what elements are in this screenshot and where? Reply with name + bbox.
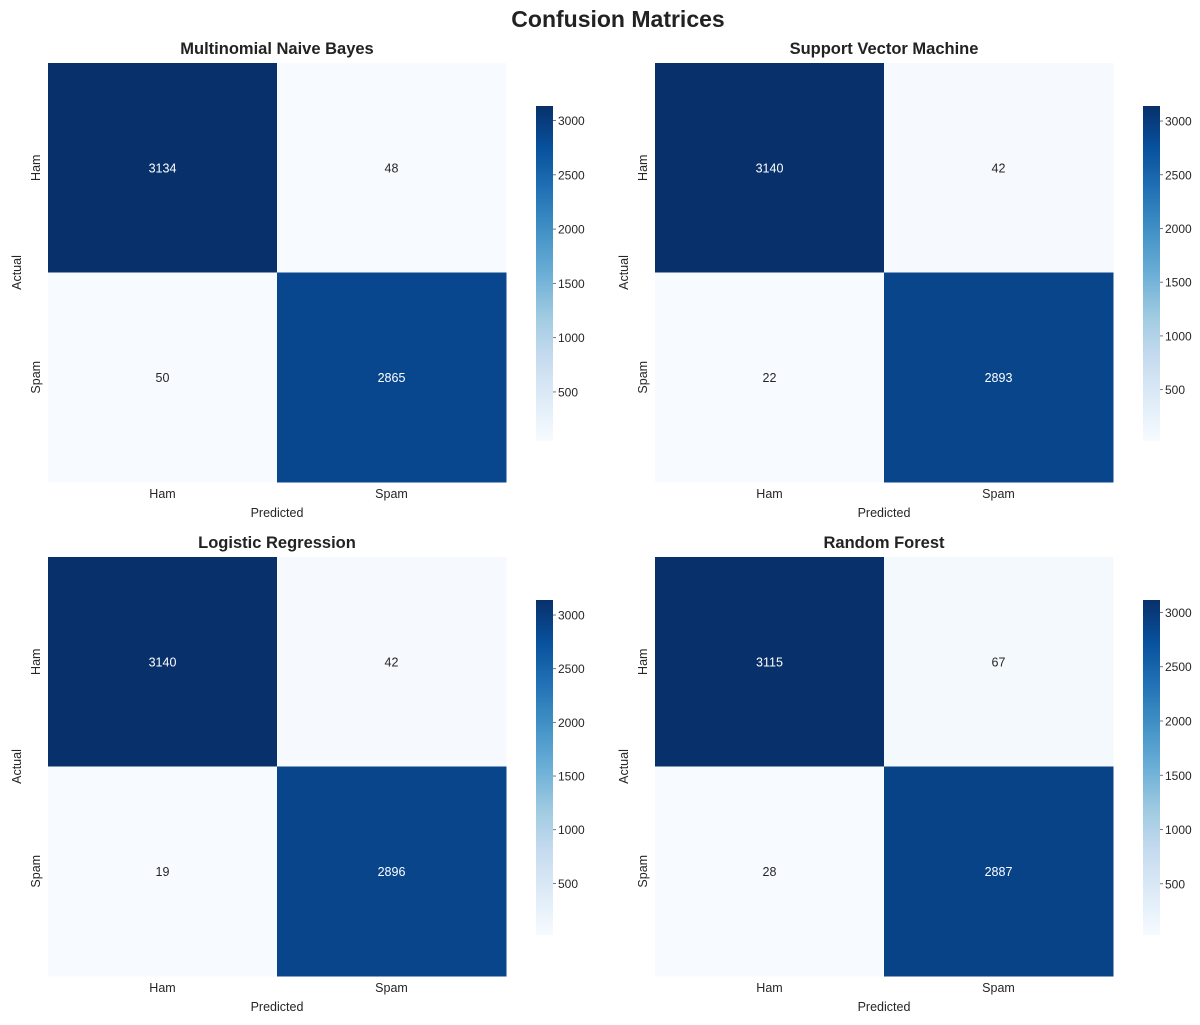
confusion-matrix-panel: Multinomial Naive Bayes 3134 48 50 2865 Ham Sp…: [10, 40, 585, 520]
y-tick-label: Ham: [29, 649, 43, 675]
x-tick-label: Ham: [149, 981, 175, 995]
x-axis-label: Predicted: [858, 1000, 911, 1014]
y-tick-label: Spam: [29, 361, 43, 394]
heatmap-cell: [48, 272, 278, 483]
cell-value-label: 19: [156, 865, 170, 879]
colorbar-tick-label: 3000: [1165, 606, 1192, 620]
cell-value-label: 50: [156, 371, 170, 385]
colorbar-tick-label: 2000: [558, 716, 585, 730]
y-axis-label: Actual: [10, 749, 24, 784]
cell-value-label: 3134: [149, 161, 177, 175]
colorbar-tick-label: 3000: [558, 609, 585, 623]
x-axis-label: Predicted: [251, 506, 304, 520]
colorbar: [536, 106, 553, 441]
heatmap-cell: [655, 557, 885, 767]
colorbar-tick-label: 2500: [558, 168, 585, 182]
x-axis-label: Predicted: [251, 1000, 304, 1014]
y-tick-label: Ham: [636, 649, 650, 675]
colorbar-tick-label: 1000: [1165, 823, 1192, 837]
y-tick-label: Spam: [29, 855, 43, 888]
colorbar-tick-label: 3000: [1165, 115, 1192, 129]
heatmap-cell: [655, 272, 885, 483]
x-tick-label: Ham: [756, 487, 782, 501]
panel-title: Support Vector Machine: [790, 40, 979, 58]
x-tick-label: Spam: [982, 981, 1015, 995]
colorbar-tick-label: 1500: [558, 277, 585, 291]
colorbar-tick-label: 1500: [558, 770, 585, 784]
colorbar-tick-label: 1000: [1165, 329, 1192, 343]
panel-title: Multinomial Naive Bayes: [180, 40, 373, 58]
confusion-matrix-panel: Random Forest 3115 67 28 2887 Ham Spam Ham Spam P…: [617, 534, 1192, 1014]
cell-value-label: 22: [763, 371, 777, 385]
colorbar-tick-label: 2000: [558, 223, 585, 237]
cell-value-label: 67: [992, 655, 1006, 669]
y-tick-label: Spam: [636, 855, 650, 888]
colorbar-tick-label: 2500: [1165, 660, 1192, 674]
x-tick-label: Spam: [375, 981, 408, 995]
panel-title: Random Forest: [823, 534, 945, 552]
y-tick-label: Ham: [29, 155, 43, 181]
x-tick-label: Spam: [375, 487, 408, 501]
x-axis-label: Predicted: [858, 506, 911, 520]
y-tick-label: Spam: [636, 361, 650, 394]
heatmap-cell: [884, 272, 1114, 483]
colorbar-tick-label: 2000: [1165, 222, 1192, 236]
colorbar-tick-label: 1000: [558, 823, 585, 837]
heatmap-cell: [655, 63, 885, 273]
x-tick-label: Ham: [756, 981, 782, 995]
cell-value-label: 3140: [149, 655, 177, 669]
colorbar: [1143, 106, 1160, 441]
panel-title: Logistic Regression: [198, 534, 356, 552]
heatmap-cell: [884, 766, 1114, 977]
heatmap-cell: [277, 557, 507, 767]
heatmap-cell: [48, 766, 278, 977]
cell-value-label: 2865: [378, 371, 406, 385]
cell-value-label: 42: [385, 655, 399, 669]
colorbar-tick-label: 1000: [558, 331, 585, 345]
colorbar-tick-label: 500: [1165, 383, 1185, 397]
cell-value-label: 3140: [756, 161, 784, 175]
cell-value-label: 2887: [985, 865, 1013, 879]
colorbar-tick-label: 1500: [1165, 276, 1192, 290]
heatmap-cell: [48, 63, 278, 273]
heatmap-cell: [655, 766, 885, 977]
heatmap-cell: [884, 63, 1114, 273]
cell-value-label: 28: [763, 865, 777, 879]
y-axis-label: Actual: [617, 255, 631, 290]
y-tick-label: Ham: [636, 155, 650, 181]
confusion-matrix-panel: Logistic Regression 3140 42 19 2896 Ham Spam Ha…: [10, 534, 585, 1014]
heatmap-cell: [277, 63, 507, 273]
colorbar-tick-label: 2500: [558, 662, 585, 676]
colorbar-tick-label: 500: [1165, 877, 1185, 891]
cell-value-label: 2893: [985, 371, 1013, 385]
y-axis-label: Actual: [617, 749, 631, 784]
cell-value-label: 42: [992, 161, 1006, 175]
colorbar: [1143, 600, 1160, 935]
cell-value-label: 48: [385, 161, 399, 175]
y-axis-label: Actual: [10, 255, 24, 290]
heatmap-cell: [884, 557, 1114, 767]
colorbar-tick-label: 1500: [1165, 769, 1192, 783]
heatmap-cell: [277, 766, 507, 977]
heatmap-cell: [48, 557, 278, 767]
figure-title: Confusion Matrices: [511, 6, 724, 32]
cell-value-label: 3115: [756, 655, 783, 669]
colorbar-tick-label: 500: [558, 877, 578, 891]
confusion-matrix-panel: Support Vector Machine 3140 42 22 2893 Ham Spa…: [617, 40, 1192, 520]
heatmap-cell: [277, 272, 507, 483]
colorbar: [536, 600, 553, 935]
x-tick-label: Ham: [149, 487, 175, 501]
cell-value-label: 2896: [378, 865, 406, 879]
colorbar-tick-label: 500: [558, 385, 578, 399]
colorbar-tick-label: 2000: [1165, 714, 1192, 728]
x-tick-label: Spam: [982, 487, 1015, 501]
colorbar-tick-label: 2500: [1165, 168, 1192, 182]
colorbar-tick-label: 3000: [558, 114, 585, 128]
